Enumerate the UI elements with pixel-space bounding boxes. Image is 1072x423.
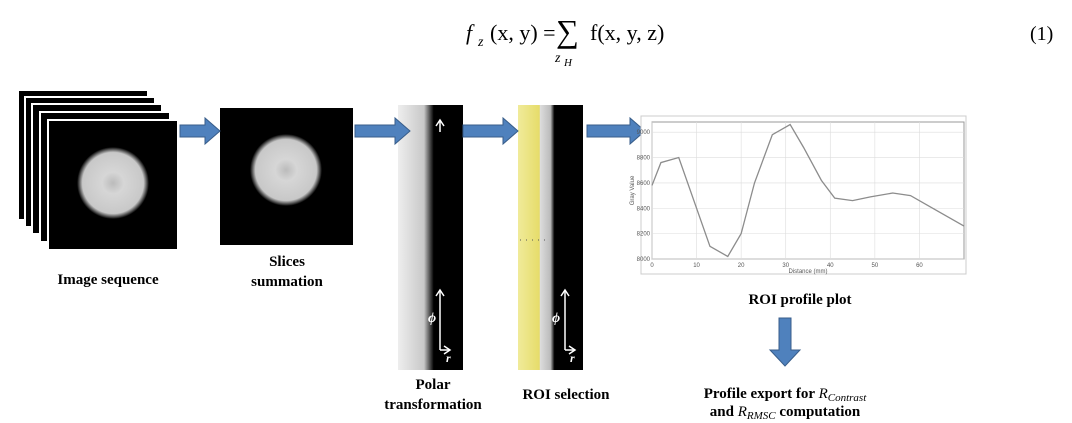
y-tick-label: 8000 — [637, 257, 651, 263]
step-label: summation — [251, 274, 323, 290]
x-tick-label: 20 — [738, 263, 745, 269]
y-tick-label: 8800 — [637, 156, 651, 162]
export-text: and — [710, 404, 735, 420]
export-r: R — [818, 386, 828, 402]
image-stack — [18, 90, 178, 250]
export-r-sub: Contrast — [828, 392, 867, 404]
eq-sum-sub: z — [554, 51, 561, 66]
eq-sum-sub-sub: H — [563, 57, 573, 69]
r-label: r — [570, 351, 575, 365]
x-tick-label: 60 — [916, 263, 923, 269]
export-r: R — [737, 404, 747, 420]
eq-lhs-sub: z — [477, 35, 484, 50]
equation: f z (x, y) = ∑ z H f(x, y, z) (1) — [466, 13, 1053, 69]
step-label: transformation — [384, 397, 482, 413]
step-label: Image sequence — [57, 272, 159, 288]
export-text: Profile export for — [704, 386, 816, 402]
eq-rhs: f(x, y, z) — [590, 20, 664, 45]
step-label: ROI selection — [522, 387, 610, 403]
phi-label: ϕ — [428, 311, 436, 326]
y-tick-label: 8400 — [637, 206, 651, 212]
export-r-sub: RMSC — [746, 410, 776, 422]
roi-image: ϕ r — [518, 105, 583, 370]
r-label: r — [446, 351, 451, 365]
step-label: ROI profile plot — [748, 292, 851, 308]
x-tick-label: 40 — [827, 263, 834, 269]
export-text: computation — [779, 404, 860, 420]
step-label: Profile export for RContrast — [704, 386, 867, 404]
eq-number: (1) — [1030, 23, 1053, 45]
y-tick-label: 8600 — [637, 181, 651, 187]
eq-sum: ∑ — [556, 13, 579, 49]
x-tick-label: 50 — [872, 263, 879, 269]
eq-lhs: f — [466, 20, 475, 45]
x-tick-label: 10 — [693, 263, 700, 269]
step-label: Polar — [416, 377, 451, 393]
step-label: and RRMSC computation — [710, 404, 861, 423]
step-label: Slices — [269, 254, 305, 270]
summed-image — [220, 108, 353, 245]
phi-label: ϕ — [552, 311, 560, 326]
y-tick-label: 9000 — [637, 130, 651, 136]
y-axis-label: Gray Value — [630, 175, 636, 205]
y-tick-label: 8200 — [637, 232, 651, 238]
polar-image: ϕ r — [398, 105, 463, 370]
eq-lhs-args: (x, y) = — [490, 20, 556, 45]
figure: f z (x, y) = ∑ z H f(x, y, z) (1) ϕ r ϕ … — [0, 0, 1072, 423]
x-axis-label: Distance (mm) — [788, 269, 827, 275]
